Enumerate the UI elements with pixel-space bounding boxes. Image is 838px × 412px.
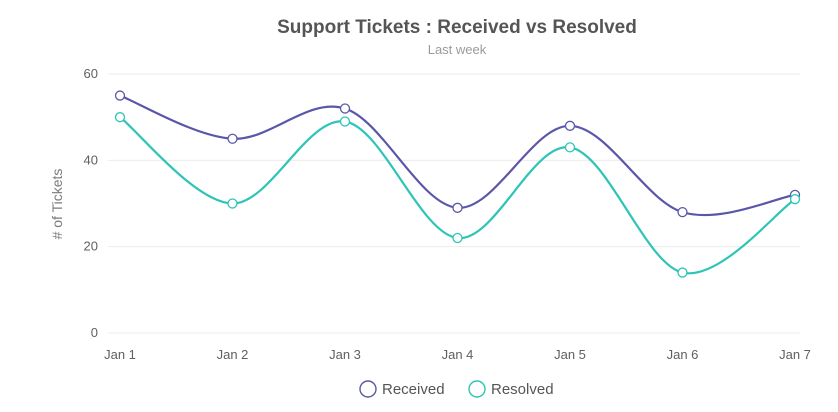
x-tick-label: Jan 1 (104, 347, 136, 362)
data-point-received[interactable] (227, 133, 238, 144)
y-tick-label: 60 (84, 66, 98, 81)
legend-label: Received (382, 381, 445, 398)
data-point-received[interactable] (339, 103, 351, 114)
x-tick-label: Jan 4 (442, 347, 474, 362)
x-tick-label: Jan 6 (667, 347, 699, 362)
series-points (114, 90, 801, 278)
data-point-resolved[interactable] (789, 194, 801, 205)
legend-marker (468, 380, 486, 398)
legend-item-resolved[interactable]: Resolved (468, 380, 554, 398)
series-line-received (119, 94, 796, 217)
data-point-received[interactable] (452, 202, 463, 213)
x-tick-label: Jan 2 (217, 347, 249, 362)
gridlines (108, 73, 800, 334)
y-axis-ticks: 0 20 40 60 (84, 66, 98, 340)
y-tick-label: 20 (84, 239, 98, 254)
data-point-resolved[interactable] (339, 116, 351, 127)
legend-marker (359, 380, 377, 398)
series-line-resolved (119, 116, 796, 275)
x-tick-label: Jan 3 (329, 347, 361, 362)
data-point-received[interactable] (564, 120, 576, 131)
chart-title: Support Tickets : Received vs Resolved (277, 17, 637, 38)
legend: Received Resolved (359, 380, 554, 398)
data-point-resolved[interactable] (677, 267, 688, 278)
legend-label: Resolved (491, 381, 554, 398)
x-axis-ticks: Jan 1 Jan 2 Jan 3 Jan 4 Jan 5 Jan 6 Jan 7 (104, 347, 811, 362)
data-point-resolved[interactable] (452, 232, 463, 244)
data-point-resolved[interactable] (227, 198, 238, 209)
data-point-resolved[interactable] (114, 112, 126, 123)
y-tick-label: 0 (91, 325, 98, 340)
data-point-received[interactable] (114, 90, 126, 101)
x-tick-label: Jan 7 (779, 347, 811, 362)
chart-subtitle: Last week (428, 42, 487, 57)
x-tick-label: Jan 5 (554, 347, 586, 362)
data-point-received[interactable] (677, 206, 688, 218)
legend-item-received[interactable]: Received (359, 380, 445, 398)
y-axis-title: # of Tickets (49, 169, 65, 240)
y-tick-label: 40 (84, 152, 98, 167)
data-point-resolved[interactable] (564, 142, 576, 153)
